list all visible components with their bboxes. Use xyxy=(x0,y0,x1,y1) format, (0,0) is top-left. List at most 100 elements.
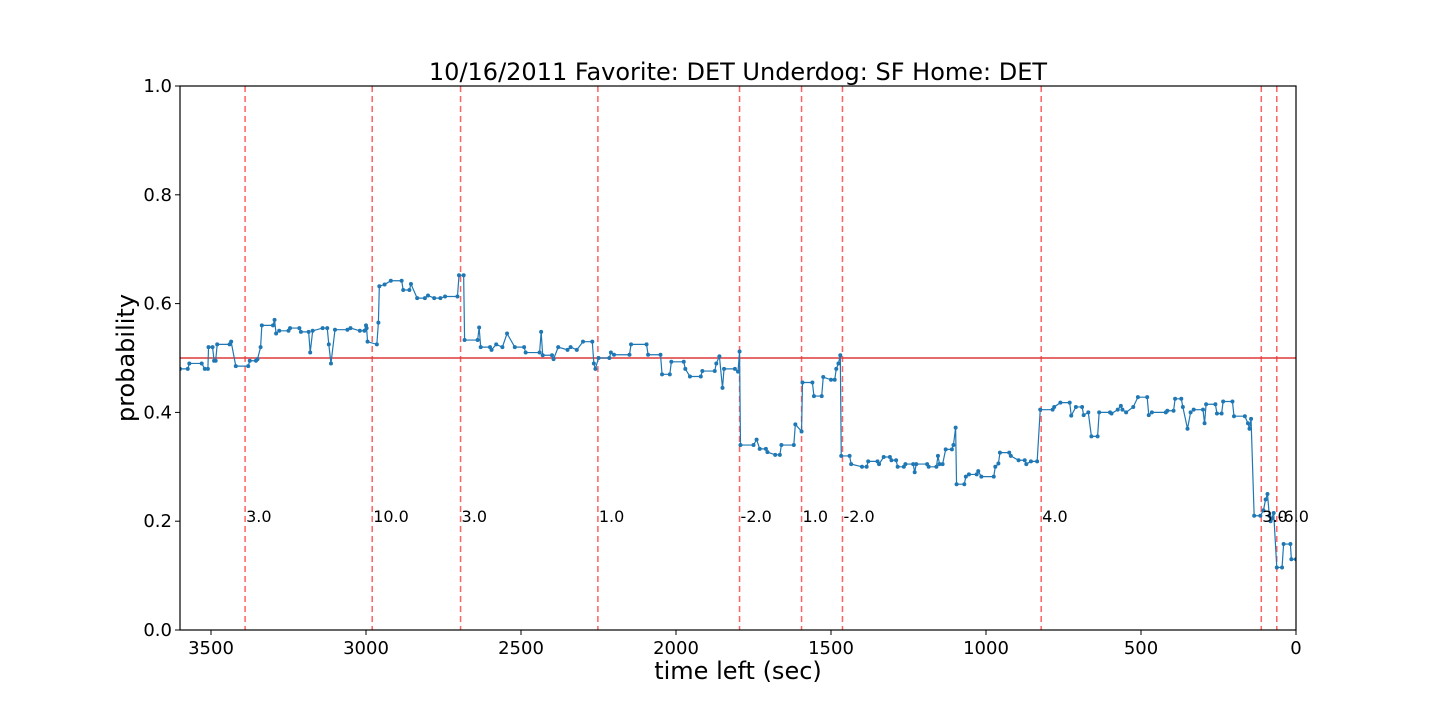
data-point xyxy=(698,374,703,379)
data-point xyxy=(864,464,869,469)
data-point xyxy=(348,326,353,331)
data-point xyxy=(210,345,215,350)
data-point xyxy=(1146,413,1151,418)
y-tick-label: 1.0 xyxy=(143,76,172,97)
score-event-label: 1.0 xyxy=(803,507,828,526)
data-point xyxy=(205,366,210,371)
x-tick-label: 0 xyxy=(1290,638,1301,659)
data-point xyxy=(365,339,370,344)
data-point xyxy=(849,462,854,467)
data-point xyxy=(320,326,325,331)
y-tick-label: 0.4 xyxy=(143,402,172,423)
data-point xyxy=(644,342,649,347)
data-point xyxy=(757,446,762,451)
data-point xyxy=(996,461,1001,466)
data-point xyxy=(310,328,315,333)
data-point xyxy=(1232,414,1236,419)
data-point xyxy=(1095,434,1100,439)
data-point xyxy=(773,452,778,457)
data-point xyxy=(819,394,824,399)
data-point xyxy=(540,353,545,358)
data-point xyxy=(255,357,260,362)
data-point xyxy=(477,325,482,330)
data-point xyxy=(455,294,460,299)
data-point xyxy=(277,328,282,333)
score-event-label: -2.0 xyxy=(741,507,772,526)
data-point xyxy=(860,464,864,469)
data-point xyxy=(810,380,815,385)
data-point xyxy=(681,359,686,364)
data-point xyxy=(551,357,556,362)
data-point xyxy=(1149,410,1154,415)
data-point xyxy=(1289,557,1294,562)
data-point xyxy=(1204,402,1209,407)
data-point xyxy=(258,345,263,350)
data-point xyxy=(1035,459,1040,464)
x-tick-label: 1000 xyxy=(963,638,1009,659)
data-point xyxy=(612,352,616,357)
data-point xyxy=(1058,400,1063,405)
data-point xyxy=(426,293,430,298)
data-point xyxy=(233,364,238,369)
data-point xyxy=(646,352,651,357)
data-point xyxy=(364,326,369,331)
data-point xyxy=(966,472,971,477)
data-point xyxy=(1073,404,1078,409)
data-point xyxy=(1219,411,1224,416)
data-point xyxy=(834,366,839,371)
data-point xyxy=(914,462,919,467)
data-point xyxy=(457,273,461,278)
data-point xyxy=(298,329,303,334)
data-point xyxy=(836,361,841,366)
data-point xyxy=(565,347,570,352)
data-point xyxy=(415,296,420,301)
data-point xyxy=(333,327,337,332)
data-point xyxy=(1221,399,1226,404)
data-point xyxy=(821,375,826,380)
data-point xyxy=(443,294,448,299)
data-point xyxy=(478,345,483,350)
data-point xyxy=(271,323,275,328)
data-point xyxy=(712,369,717,374)
data-point xyxy=(1109,411,1114,416)
data-point xyxy=(523,350,528,355)
data-point xyxy=(1267,513,1272,518)
data-point xyxy=(215,342,220,347)
data-point xyxy=(1089,434,1094,439)
data-point xyxy=(306,329,311,334)
data-point xyxy=(1202,421,1207,426)
data-point xyxy=(1028,459,1033,464)
data-point xyxy=(763,446,768,451)
data-point xyxy=(993,464,998,469)
data-point xyxy=(799,429,804,434)
data-point xyxy=(1188,410,1193,415)
data-point xyxy=(357,328,362,333)
data-point xyxy=(1261,508,1266,513)
data-point xyxy=(829,377,833,382)
data-point xyxy=(951,443,956,448)
data-point xyxy=(550,353,554,358)
data-point xyxy=(288,326,293,331)
data-point xyxy=(246,364,251,369)
data-point xyxy=(1214,411,1219,416)
score-event-label: 3.0 xyxy=(246,507,271,526)
data-point xyxy=(1097,410,1102,415)
data-point xyxy=(213,358,218,363)
data-point xyxy=(777,452,782,457)
data-point xyxy=(1280,565,1285,570)
data-point xyxy=(887,455,892,460)
data-point xyxy=(607,356,612,360)
probability-series xyxy=(180,273,1296,570)
x-axis-label: time left (sec) xyxy=(654,657,822,685)
data-point xyxy=(714,361,719,366)
data-point xyxy=(1131,404,1136,409)
data-point xyxy=(522,345,527,350)
data-point xyxy=(512,345,517,350)
score-event-label: 4.0 xyxy=(1042,507,1067,526)
y-tick-label: 0.6 xyxy=(143,294,172,315)
data-point xyxy=(505,331,510,336)
data-point xyxy=(325,326,330,331)
data-point xyxy=(1038,407,1043,412)
data-point xyxy=(974,472,979,477)
data-point xyxy=(345,327,350,332)
